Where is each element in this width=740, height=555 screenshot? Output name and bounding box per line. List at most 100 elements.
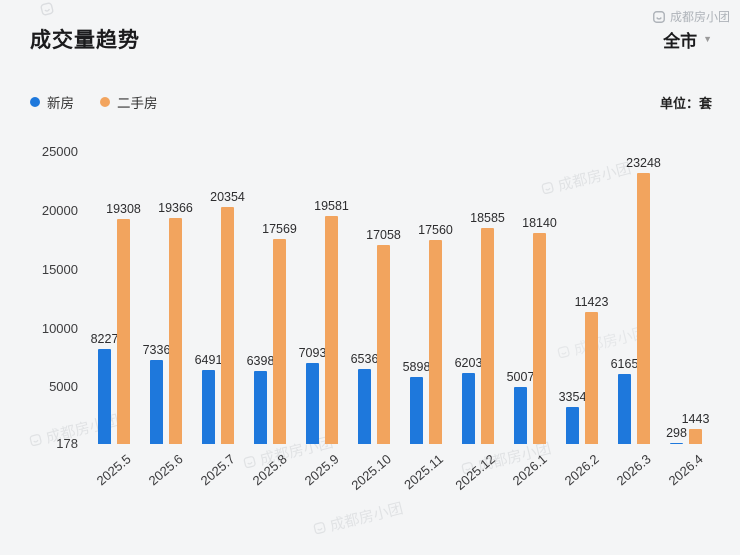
bar-value-label: 3354: [558, 389, 587, 404]
bar-value-label: 6165: [610, 356, 639, 371]
bar-secondhand-homes: [533, 232, 546, 444]
bar-value-label: 6398: [246, 353, 275, 368]
legend-dot-new-homes: [30, 97, 40, 107]
bar-secondhand-homes: [325, 215, 338, 444]
bar-value-label: 7093: [298, 345, 327, 360]
bar-secondhand-homes: [273, 239, 286, 444]
bar-group: 5898 17560 2025.11: [400, 152, 453, 493]
bar-value-label: 20354: [210, 189, 245, 204]
bar-column: 18140: [522, 152, 557, 444]
legend-label-secondhand-homes: 二手房: [117, 96, 158, 111]
bar-new-homes: [150, 359, 163, 444]
bar-value-label: 5898: [402, 359, 431, 374]
bar-new-homes: [670, 442, 683, 444]
bar-value-label: 6491: [194, 352, 223, 367]
bar-value-label: 7336: [142, 342, 171, 357]
legend-row: 新房 二手房 单位：套: [30, 92, 712, 112]
bar-new-homes: [410, 376, 423, 444]
y-axis-tick: 10000: [41, 320, 78, 336]
bar-value-label: 298: [666, 425, 687, 440]
city-selector-label: 全市: [663, 31, 698, 51]
bar-column: 6536: [351, 152, 378, 444]
bar-new-homes: [618, 373, 631, 444]
y-axis: 178 5000 10000 15000 20000 25000: [30, 145, 88, 451]
bar-group: 6398 17569 2025.8: [244, 152, 297, 488]
bar-secondhand-homes: [585, 311, 598, 444]
bar-secondhand-homes: [481, 227, 494, 444]
bar-column: 6165: [611, 152, 638, 444]
bar-group: 6491 20354 2025.7: [192, 152, 245, 489]
bar-column: 17569: [262, 152, 297, 444]
header: 成交量趋势 全市 ▼: [30, 24, 712, 54]
bar-secondhand-homes: [429, 239, 442, 444]
bar-new-homes: [306, 362, 319, 444]
legend-dot-secondhand-homes: [100, 97, 110, 107]
bar-column: 18585: [470, 152, 505, 444]
chevron-down-icon: ▼: [703, 33, 712, 44]
bar-column: 298: [666, 152, 687, 444]
bar-column: 1443: [682, 152, 709, 444]
bar-column: 23248: [626, 152, 661, 444]
x-axis-label: 2025.9: [301, 451, 342, 489]
bar-group: 298 1443 2026.4: [660, 152, 712, 488]
bar-column: 5898: [403, 152, 430, 444]
bar-column: 3354: [559, 152, 586, 444]
bar-column: 8227: [91, 152, 118, 444]
bar-value-label: 18140: [522, 215, 557, 230]
bar-value-label: 19308: [106, 202, 141, 216]
legend-label-new-homes: 新房: [47, 96, 74, 111]
bar-secondhand-homes: [221, 206, 234, 444]
bar-value-label: 23248: [626, 155, 661, 170]
x-axis-label: 2026.4: [665, 451, 706, 489]
bar-group: 7336 19366 2025.6: [140, 152, 193, 488]
watermark-text: 成都房小团: [328, 500, 405, 535]
x-axis-label: 2025.8: [249, 451, 290, 489]
x-axis-label: 2025.10: [348, 451, 394, 493]
bar-chart: 178 5000 10000 15000 20000 25000 8227 19308 202…: [30, 145, 712, 493]
bar-value-label: 17560: [418, 222, 453, 237]
x-axis-label: 2025.7: [197, 451, 238, 489]
bar-value-label: 19366: [158, 201, 193, 216]
bar-secondhand-homes: [377, 245, 390, 444]
bar-group: 7093 19581 2025.9: [296, 152, 349, 489]
bar-value-label: 5007: [506, 370, 535, 385]
y-axis-tick: 25000: [41, 144, 78, 159]
bar-column: 5007: [507, 152, 534, 444]
bar-value-label: 17569: [262, 222, 297, 237]
bar-column: 7093: [299, 152, 326, 444]
bar-group: 3354 11423 2026.2: [556, 152, 609, 489]
legend-item-new-homes[interactable]: 新房: [30, 92, 74, 112]
bar-column: 6203: [455, 152, 482, 444]
bar-new-homes: [462, 373, 475, 444]
bar-new-homes: [202, 369, 215, 444]
bar-group: 6203 18585 2025.12: [452, 152, 505, 493]
bar-column: 20354: [210, 152, 245, 444]
y-axis-tick: 15000: [41, 261, 78, 277]
bar-value-label: 11423: [574, 294, 609, 309]
bar-new-homes: [514, 387, 527, 444]
bar-new-homes: [566, 406, 579, 444]
x-axis-label: 2025.12: [452, 451, 498, 493]
bar-column: 17560: [418, 152, 453, 444]
bar-value-label: 6203: [454, 356, 483, 371]
city-selector[interactable]: 全市 ▼: [663, 27, 712, 52]
brand-watermark-text: 成都房小团: [669, 10, 730, 24]
legend-item-secondhand-homes[interactable]: 二手房: [100, 92, 158, 112]
brand-watermark: 成都房小团: [652, 8, 730, 25]
bar-new-homes: [358, 369, 371, 444]
bar-group: 5007 18140 2026.1: [504, 152, 557, 489]
bar-column: 6398: [247, 152, 274, 444]
bar-secondhand-homes: [689, 429, 702, 444]
brand-logo-icon: [40, 2, 54, 16]
x-axis-label: 2025.11: [401, 451, 446, 493]
x-axis-label: 2026.3: [613, 451, 654, 489]
bar-group: 8227 19308 2025.5: [88, 152, 141, 488]
bar-column: 19581: [314, 152, 349, 444]
bar-group: 6165 23248 2026.3: [608, 152, 661, 489]
bar-column: 19308: [106, 152, 141, 444]
bar-value-label: 18585: [470, 210, 505, 225]
watermark: [39, 1, 56, 18]
bar-column: 19366: [158, 152, 193, 444]
x-axis-label: 2026.2: [561, 451, 602, 489]
